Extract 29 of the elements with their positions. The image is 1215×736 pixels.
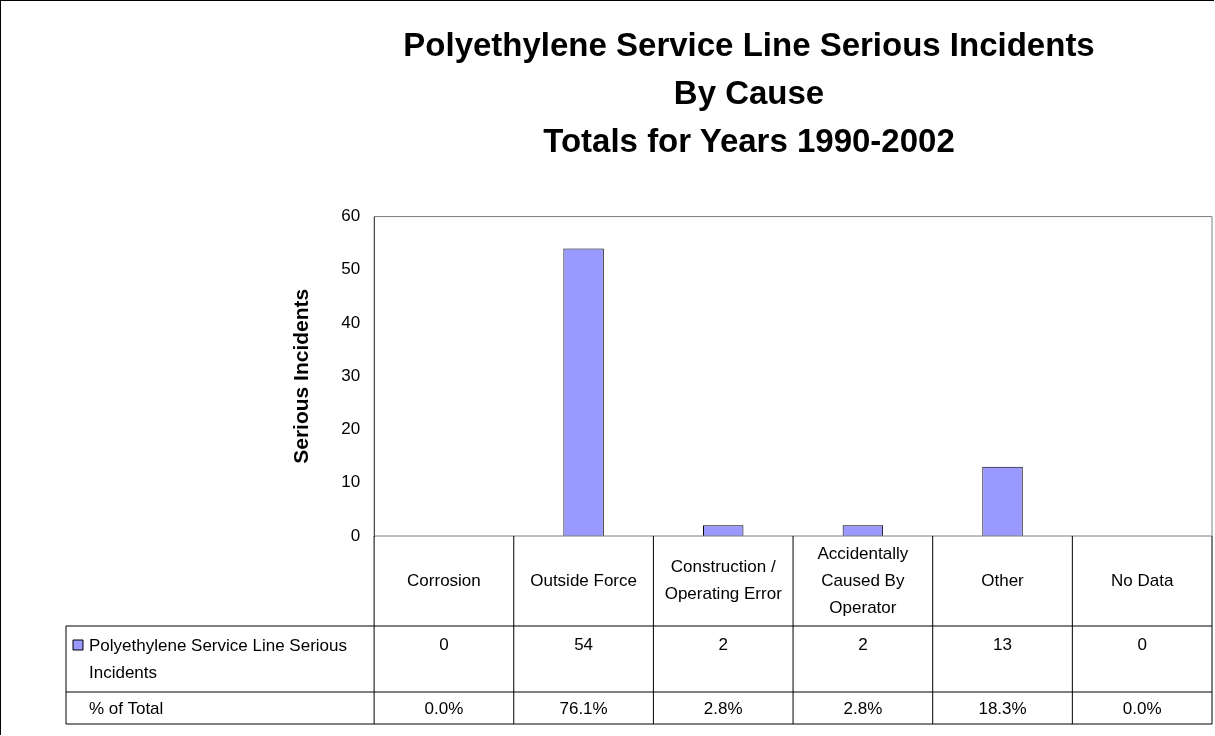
text: 2.8%	[843, 698, 883, 718]
text: % of Total	[89, 698, 164, 718]
text: 18.3%	[978, 698, 1027, 718]
data-label: 0	[439, 634, 449, 654]
text: 0.0%	[1122, 698, 1162, 718]
data-label: 0	[1137, 634, 1147, 654]
text: 76.1%	[559, 698, 608, 718]
y-tick-label: 40	[341, 312, 361, 332]
data-label: 2	[858, 634, 868, 654]
y-tick-label: 0	[350, 525, 361, 545]
x-tick-label: No Data	[1110, 570, 1174, 590]
data-label: 54	[574, 634, 594, 654]
y-tick-label: 30	[341, 365, 361, 385]
text: 2.8%	[703, 698, 743, 718]
text: 0.0%	[424, 698, 464, 718]
x-tick-label: Corrosion	[407, 570, 481, 590]
data-label: 2	[718, 634, 728, 654]
x-tick-label: Construction / Operating Error	[664, 557, 783, 604]
y-tick-label: 50	[341, 259, 361, 279]
legend-label: Polyethylene Service Line Serious Incidents	[89, 635, 347, 682]
y-tick-label: 20	[341, 419, 361, 439]
data-label: 13	[993, 634, 1012, 654]
chart-title: Polyethylene Service Line Serious Incidents By Cause Totals for Years 1990-2002	[403, 26, 1095, 159]
x-tick-label: Other	[981, 570, 1025, 590]
y-tick-label: 60	[341, 206, 361, 226]
x-tick-label: Accidentally Caused By Operator	[817, 543, 909, 617]
y-tick-label: 10	[341, 472, 361, 492]
x-tick-label: Outside Force	[530, 570, 637, 590]
y-axis-title: Serious Incidents	[289, 288, 313, 464]
